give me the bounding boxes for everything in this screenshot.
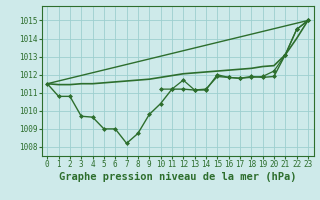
X-axis label: Graphe pression niveau de la mer (hPa): Graphe pression niveau de la mer (hPa) xyxy=(59,172,296,182)
